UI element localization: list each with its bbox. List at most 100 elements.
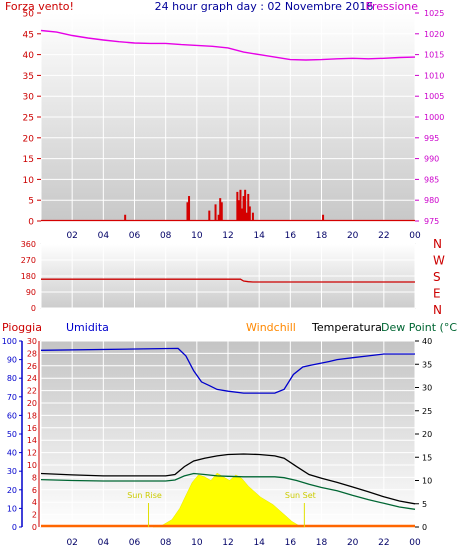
solar-radiation-area	[153, 472, 305, 528]
wind-speed-spike	[214, 204, 217, 221]
compass-label: N	[433, 237, 442, 251]
panel3-x-tick-label: 06	[129, 538, 141, 548]
panel1-right-tick-label: 995	[424, 134, 439, 143]
panel3-x-tick-label: 08	[160, 538, 172, 548]
panel1-right-axis-label: Pressione	[366, 0, 419, 13]
wind-speed-spike	[251, 212, 254, 221]
temperature-tick-label: 20	[422, 430, 432, 439]
panel1-left-tick-label: 10	[23, 176, 35, 186]
panel3-x-tick-label: 18	[316, 538, 328, 548]
panel1-right-tick-label: 1005	[424, 92, 444, 101]
compass-label: E	[433, 287, 441, 301]
panel3-x-tick-label: 14	[253, 538, 265, 548]
panel1-left-tick-label: 15	[23, 155, 34, 165]
panel1-x-tick-label: 12	[222, 231, 233, 241]
wind-speed-spike	[245, 212, 248, 221]
temperature-line	[40, 453, 416, 505]
wind-speed-spike	[242, 196, 245, 221]
panel3-x-tick-label: 10	[191, 538, 203, 548]
temperature-tick-label: 0	[422, 523, 427, 532]
wind-speed-spike	[248, 206, 251, 221]
panel3-annotations: Sun Rise Sun Set	[127, 491, 316, 527]
panel1-x-tick-label: 00	[409, 231, 421, 241]
panel1-x-tick-label: 14	[253, 231, 265, 241]
panel1-x-tick-label: 08	[160, 231, 172, 241]
temperature-tick-label: 10	[422, 477, 432, 486]
chart-title: 24 hour graph day : 02 Novembre 2016	[155, 0, 374, 13]
panel1-right-tick-label: 1020	[424, 30, 444, 39]
panel1-x-tick-label: 20	[347, 231, 359, 241]
label-dewpoint: Dew Point (°C	[381, 321, 457, 334]
inner-tick-label: 28	[27, 349, 37, 358]
inner-tick-label: 24	[27, 374, 37, 383]
panel1-right-tick-label: 1000	[424, 113, 444, 122]
panel-wind-pressure: Forza vento! 24 hour graph day : 02 Nove…	[5, 0, 444, 241]
wind-speed-spike	[208, 210, 211, 221]
sun-annotation: Sun Set	[285, 491, 316, 500]
wind-speed-spike	[237, 200, 240, 221]
inner-tick-label: 12	[27, 449, 37, 458]
panel1-right-tick-label: 1025	[424, 9, 444, 18]
panel2-left-tick-label: 360	[21, 240, 36, 249]
humidity-tick-label: 10	[7, 504, 17, 513]
inner-tick-label: 4	[32, 498, 37, 507]
humidity-tick-label: 60	[7, 411, 17, 420]
wind-speed-spike	[217, 214, 220, 221]
panel3-x-tick-label: 16	[285, 538, 297, 548]
panel3-x-tick-label: 12	[222, 538, 233, 548]
inner-tick-label: 22	[27, 387, 37, 396]
label-windchill: Windchill	[246, 321, 296, 334]
inner-tick-label: 16	[27, 424, 37, 433]
wind-speed-spike	[244, 189, 247, 221]
temperature-tick-label: 15	[422, 453, 432, 462]
inner-tick-label: 6	[32, 486, 37, 495]
inner-tick-label: 30	[27, 337, 37, 346]
panel1-x-tick-label: 10	[191, 231, 203, 241]
humidity-tick-label: 90	[7, 356, 17, 365]
humidity-tick-label: 40	[7, 449, 17, 458]
inner-tick-label: 26	[27, 362, 37, 371]
panel1-x-tick-label: 04	[98, 231, 110, 241]
panel1-left-tick-label: 25	[23, 114, 34, 124]
panel1-left-axis-label: Forza vento!	[5, 0, 74, 13]
wind-speed-spike	[241, 208, 244, 221]
humidity-tick-label: 80	[7, 374, 17, 383]
panel1-series	[40, 29, 416, 222]
humidity-tick-label: 20	[7, 486, 17, 495]
panel1-x-tick-label: 02	[66, 231, 77, 241]
panel2-left-ticks: 0 90 180 270 360	[21, 240, 36, 313]
wind-speed-spike	[236, 191, 239, 221]
panel1-right-tick-label: 980	[424, 196, 439, 205]
panel3-x-tick-label: 20	[347, 538, 359, 548]
inner-tick-label: 20	[27, 399, 37, 408]
panel2-left-tick-label: 0	[31, 304, 36, 313]
inner-tick-label: 0	[32, 523, 37, 532]
panel1-x-tick-label: 16	[285, 231, 297, 241]
panel1-left-tick-label: 5	[28, 197, 34, 207]
label-temperatura: Temperatura	[311, 321, 382, 334]
humidity-tick-label: 0	[12, 523, 17, 532]
wind-speed-spike	[239, 189, 242, 221]
panel3-x-tick-label: 02	[66, 538, 77, 548]
panel1-x-tick-label: 22	[378, 231, 389, 241]
panel1-right-tick-label: 990	[424, 155, 439, 164]
temperature-tick-label: 30	[422, 384, 432, 393]
humidity-line	[40, 347, 415, 394]
inner-tick-label: 18	[27, 411, 37, 420]
panel1-right-tick-label: 985	[424, 175, 439, 184]
panel1-right-tick-label: 1015	[424, 51, 444, 60]
temperature-tick-label: 40	[422, 337, 432, 346]
panel1-right-tick-label: 1010	[424, 71, 444, 80]
wind-direction-line	[41, 278, 415, 283]
label-umidita: Umidita	[66, 321, 109, 334]
wind-speed-spike	[188, 196, 191, 221]
panel1-left-tick-label: 35	[23, 72, 34, 82]
humidity-tick-label: 70	[7, 393, 17, 402]
panel1-right-ticks: 975 980 985 990 995 1000 1005 1010 1015 1020 1025	[415, 9, 444, 226]
panel2-left-tick-label: 180	[21, 272, 36, 281]
wind-speed-spike	[219, 198, 222, 221]
label-pioggia: Pioggia	[2, 321, 42, 334]
